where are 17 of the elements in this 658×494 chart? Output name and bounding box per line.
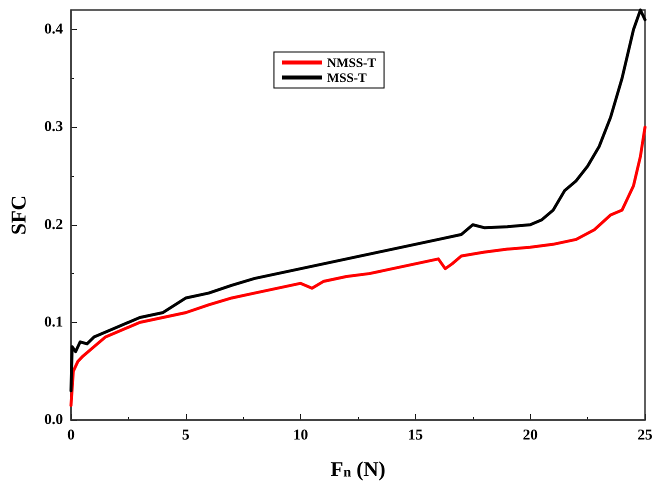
line-series xyxy=(70,126,646,407)
legend-label: NMSS-T xyxy=(326,55,376,70)
y-tick-label: 0.0 xyxy=(44,412,63,428)
y-axis-title: SFC xyxy=(6,195,30,235)
x-tick-label: 0 xyxy=(67,428,75,444)
x-tick-label: 10 xyxy=(293,428,308,444)
x-tick-label: 20 xyxy=(522,428,538,444)
y-tick-label: 0.1 xyxy=(44,314,63,330)
x-tick-label: 25 xyxy=(638,428,652,444)
x-tick-label: 5 xyxy=(182,428,190,444)
x-tick-label: 15 xyxy=(408,428,423,444)
x-axis-title: Fn (N) xyxy=(330,457,386,481)
y-tick-label: 0.3 xyxy=(44,119,63,136)
y-tick-label: 0.4 xyxy=(44,22,64,38)
legend-label: MSS-T xyxy=(326,70,367,85)
y-tick-label: 0.2 xyxy=(44,216,63,233)
line-series xyxy=(70,8,646,392)
